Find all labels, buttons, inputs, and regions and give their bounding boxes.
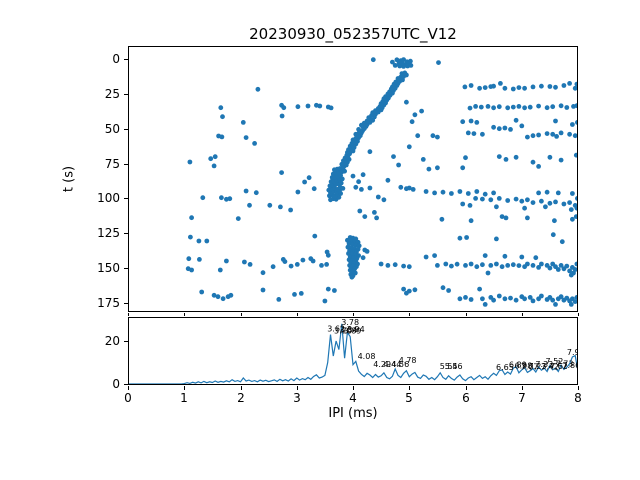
peak-label: 4.08 bbox=[358, 352, 376, 361]
tick-mark bbox=[124, 341, 128, 342]
peak-annotations: 3.783.623.703.843.893.94 4.084.294.444.56… bbox=[327, 318, 578, 372]
peak-label: 7.52 bbox=[545, 357, 563, 366]
peak-label: 6.89 bbox=[509, 361, 527, 370]
tick-mark bbox=[409, 386, 410, 390]
tick-mark bbox=[124, 233, 128, 234]
tick-mark bbox=[241, 313, 242, 316]
tick-mark bbox=[124, 129, 128, 130]
tick-mark bbox=[466, 386, 467, 390]
tick-mark bbox=[128, 386, 129, 390]
peak-label: 6.98 bbox=[514, 362, 532, 371]
tick-mark bbox=[409, 313, 410, 316]
peak-label: 6.65 bbox=[496, 363, 514, 372]
tick-label: 75 bbox=[104, 157, 120, 171]
peak-label: 7.33 bbox=[535, 360, 553, 369]
x-axis-label: IPI (ms) bbox=[328, 406, 378, 421]
tick-label: 20 bbox=[104, 334, 120, 348]
tick-mark bbox=[184, 386, 185, 390]
peak-label: 7.07 bbox=[521, 362, 539, 371]
tick-mark bbox=[522, 313, 523, 316]
tick-label: 4 bbox=[349, 391, 357, 405]
tick-label: 1 bbox=[180, 391, 188, 405]
chart-title: 20230930_052357UTC_V12 bbox=[249, 25, 457, 43]
tick-mark bbox=[241, 386, 242, 390]
axes-frame bbox=[128, 46, 578, 312]
peak-label: 4.29 bbox=[373, 360, 391, 369]
tick-mark bbox=[124, 59, 128, 60]
peak-label: 3.78 bbox=[341, 318, 359, 327]
y-axis-label: t (s) bbox=[61, 165, 77, 193]
tick-label: 175 bbox=[97, 296, 120, 310]
peak-label: 3.89 bbox=[343, 326, 361, 335]
tick-mark bbox=[353, 386, 354, 390]
peak-label: 7.73 bbox=[556, 359, 574, 368]
tick-label: 0 bbox=[112, 377, 120, 391]
tick-label: 0 bbox=[112, 52, 120, 66]
ipi-histogram-plot: 3.783.623.703.843.893.94 4.084.294.444.56… bbox=[128, 317, 578, 385]
tick-label: 3 bbox=[293, 391, 301, 405]
tick-label: 150 bbox=[97, 261, 120, 275]
tick-mark bbox=[124, 303, 128, 304]
peak-label: 7.96 bbox=[567, 348, 578, 357]
tick-label: 5 bbox=[405, 391, 413, 405]
tick-label: 25 bbox=[104, 87, 120, 101]
tick-mark bbox=[184, 313, 185, 316]
tick-label: 125 bbox=[97, 226, 120, 240]
peak-label: 4.56 bbox=[391, 360, 409, 369]
tick-mark bbox=[297, 313, 298, 316]
tick-mark bbox=[124, 384, 128, 385]
peak-label: 3.94 bbox=[347, 325, 365, 334]
tick-mark bbox=[353, 313, 354, 316]
tick-mark bbox=[124, 164, 128, 165]
histogram-line bbox=[128, 323, 578, 385]
peak-label: 3.84 bbox=[340, 326, 358, 335]
tick-label: 2 bbox=[237, 391, 245, 405]
tick-mark bbox=[124, 198, 128, 199]
tick-mark bbox=[578, 386, 579, 390]
tick-label: 50 bbox=[104, 122, 120, 136]
tick-mark bbox=[128, 313, 129, 316]
peak-label: 5.54 bbox=[440, 362, 458, 371]
tick-label: 0 bbox=[124, 391, 132, 405]
tick-label: 7 bbox=[518, 391, 526, 405]
tick-label: 8 bbox=[574, 391, 582, 405]
peak-label: 4.78 bbox=[399, 356, 417, 365]
tick-mark bbox=[297, 386, 298, 390]
tick-label: 6 bbox=[462, 391, 470, 405]
peak-label: 7.23 bbox=[529, 362, 547, 371]
peak-label: 7.86 bbox=[562, 361, 578, 370]
peak-label: 4.44 bbox=[383, 360, 401, 369]
scatter-plot bbox=[128, 46, 578, 312]
tick-mark bbox=[522, 386, 523, 390]
tick-mark bbox=[124, 268, 128, 269]
peak-label: 3.70 bbox=[334, 326, 352, 335]
tick-label: 100 bbox=[97, 191, 120, 205]
peak-label: 5.56 bbox=[445, 362, 463, 371]
peak-label: 7.62 bbox=[550, 362, 568, 371]
scatter-points bbox=[185, 57, 578, 307]
peak-label: 3.62 bbox=[327, 325, 345, 334]
tick-mark bbox=[124, 94, 128, 95]
axes-frame bbox=[128, 317, 578, 385]
peak-label: 7.42 bbox=[541, 362, 559, 371]
tick-mark bbox=[466, 313, 467, 316]
tick-mark bbox=[578, 313, 579, 316]
